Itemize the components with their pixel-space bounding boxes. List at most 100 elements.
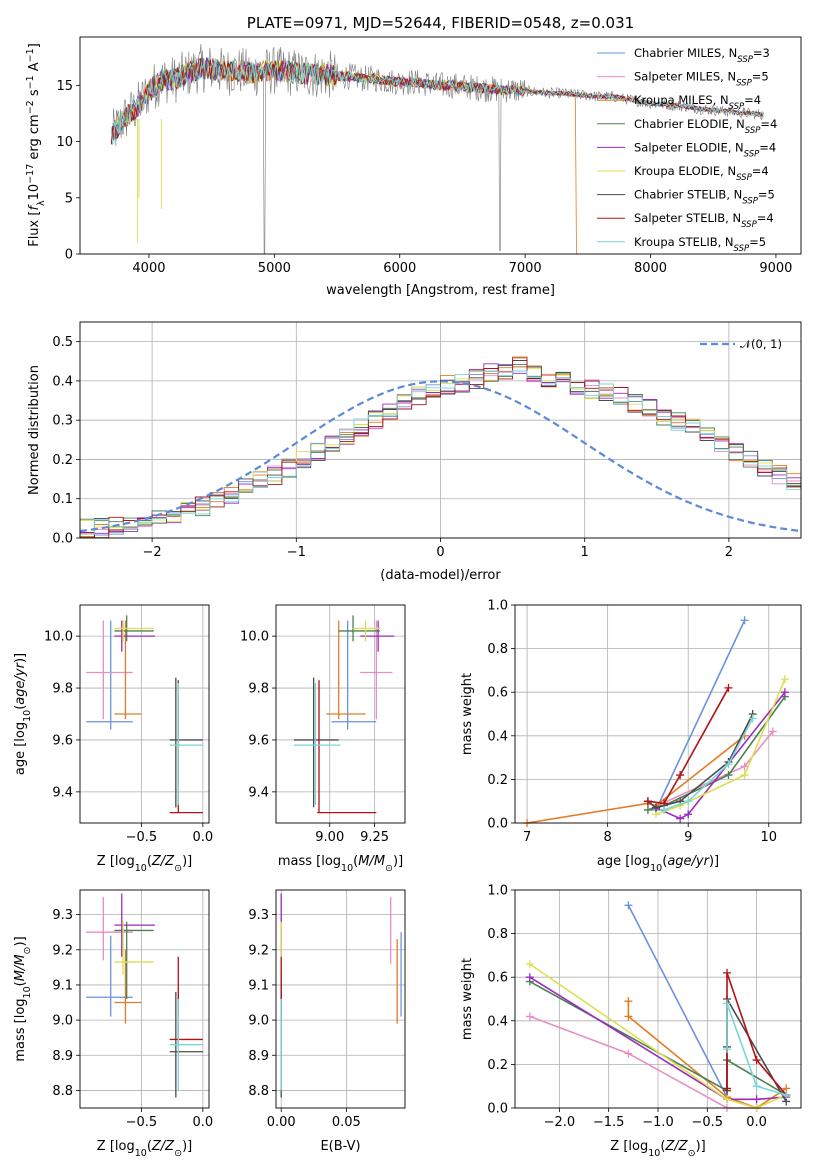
legend-label: Kroupa MILES, NSSP=4	[634, 93, 761, 112]
marker-plus	[724, 771, 733, 780]
mass-weight-line-0	[655, 619, 746, 811]
x-axis-label: E(B-V)	[320, 1139, 360, 1154]
mass-weight-line-4	[655, 691, 786, 820]
y-tick-label: 9.2	[52, 943, 73, 958]
gaussian-curve	[79, 380, 802, 533]
x-tick-label: 7	[523, 830, 531, 845]
marker-plus	[624, 901, 633, 910]
marker-plus	[780, 675, 789, 684]
y-tick-label: 1.0	[487, 599, 508, 614]
marker-plus	[676, 771, 685, 780]
marker-plus	[740, 771, 749, 780]
y-tick-label: 9.8	[248, 682, 269, 697]
legend-label: Chabrier ELODIE, NSSP=4	[634, 117, 777, 136]
y-tick-label: 0.1	[52, 492, 73, 507]
x-tick-label: 8	[604, 830, 612, 845]
marker-plus	[624, 997, 633, 1006]
x-tick-label: 9000	[759, 261, 792, 276]
y-tick-label: 10.0	[240, 630, 269, 645]
mass-weight-line-7	[647, 687, 730, 805]
panel-age-vs-Z: −0.5 0.0 9.4 9.6 9.8 10.0 Z [log10(Z/Z⊙)] age […	[13, 604, 213, 874]
y-tick-label: 9.6	[52, 733, 73, 748]
y-axis-label: mass weight	[460, 958, 475, 1040]
x-tick-label: 9.00	[315, 830, 344, 845]
x-tick-label: 9	[684, 830, 692, 845]
x-tick-label: −1.0	[642, 1115, 674, 1130]
marker-plus	[676, 814, 685, 823]
x-tick-label: −2.0	[544, 1115, 576, 1130]
y-tick-label: 8.8	[52, 1084, 73, 1099]
marker-plus	[643, 805, 652, 814]
x-tick-label: 2	[725, 545, 733, 560]
marker-plus	[525, 973, 534, 982]
x-tick-label: 0.0	[746, 1115, 767, 1130]
panel-spectrum: 4000 5000 6000 7000 8000 9000 0 5 10 15 PLATE=0971…	[25, 14, 802, 298]
marker-plus	[723, 999, 732, 1008]
y-axis-label: mass [log10(M/M⊙)]	[13, 936, 33, 1061]
y-tick-label: 0.0	[487, 817, 508, 832]
panel-mass-vs-EBV: 0.00 0.05 8.8 8.9 9.0 9.1 9.2 9.3 E(B-V)	[248, 889, 406, 1154]
marker-plus	[525, 960, 534, 969]
marker-plus	[752, 1082, 761, 1091]
marker-plus	[723, 968, 732, 977]
y-tick-label: 0.6	[487, 971, 508, 986]
x-tick-label: −1.5	[593, 1115, 625, 1130]
y-tick-label: 8.9	[248, 1049, 269, 1064]
y-axis-label: Flux [fλ10−17 erg cm−2 s−1 A−1]	[25, 43, 47, 247]
y-tick-label: 8.9	[52, 1049, 73, 1064]
marker-plus	[748, 714, 757, 723]
axes-frame	[275, 889, 406, 1109]
legend-label: Chabrier MILES, NSSP=3	[634, 46, 770, 65]
y-axis-label: Normed distribution	[27, 365, 42, 495]
histogram-series-7	[79, 357, 802, 539]
y-tick-label: 0.5	[52, 335, 73, 350]
mass-weight-line-3	[647, 696, 786, 811]
histogram-series-8	[79, 370, 802, 538]
y-tick-label: 0.0	[487, 1102, 508, 1117]
mass-weight-line-8	[726, 1003, 787, 1096]
x-tick-label: 0.0	[193, 1115, 214, 1130]
legend-label: Salpeter ELODIE, NSSP=4	[634, 140, 776, 159]
x-axis-label: (data-model)/error	[380, 568, 501, 583]
y-tick-label: 9.4	[248, 785, 269, 800]
x-tick-label: −0.5	[692, 1115, 724, 1130]
y-tick-label: 9.1	[52, 978, 73, 993]
y-tick-label: 9.1	[248, 978, 269, 993]
y-tick-label: 0.6	[487, 686, 508, 701]
model-spectrum-8	[110, 58, 764, 145]
marker-plus	[723, 1084, 732, 1093]
y-axis-label: mass weight	[460, 673, 475, 755]
legend-label: Kroupa STELIB, NSSP=5	[634, 235, 766, 254]
x-tick-label: −0.5	[126, 830, 158, 845]
x-tick-label: 4000	[132, 261, 165, 276]
x-tick-label: 8000	[634, 261, 667, 276]
y-tick-label: 0.8	[487, 642, 508, 657]
y-tick-label: 5	[65, 191, 73, 206]
mass-weight-line-5	[529, 963, 787, 1109]
x-axis-label: mass [log10(M/M⊙)]	[278, 854, 403, 874]
y-tick-label: 9.3	[52, 908, 73, 923]
x-tick-label: 0.05	[332, 1115, 361, 1130]
marker-plus	[752, 1056, 761, 1065]
x-tick-label: 0	[436, 545, 444, 560]
marker-plus	[740, 762, 749, 771]
x-tick-label: 1	[581, 545, 589, 560]
x-axis-label: age [log10(age/yr)]	[597, 854, 719, 874]
axes-frame	[514, 889, 802, 1109]
panel-mass-vs-Z: −0.5 0.0 8.8 8.9 9.0 9.1 9.2 9.3 Z [log10(Z/Z⊙)]…	[13, 889, 214, 1159]
x-tick-label: −2	[143, 545, 162, 560]
marker-plus	[724, 760, 733, 769]
y-tick-label: 9.0	[248, 1014, 269, 1029]
y-tick-label: 10	[56, 135, 73, 150]
axes-frame	[79, 36, 802, 255]
y-tick-label: 0.0	[52, 532, 73, 547]
mass-weight-line-5	[655, 678, 786, 816]
legend-label: Chabrier STELIB, NSSP=5	[634, 188, 775, 207]
panel-residuals: −2 −1 0 1 2 0.0 0.1 0.2 0.3 0.4 0.5 (data-model)/er…	[27, 321, 802, 583]
panel-massweight-vs-Z: −2.0 −1.5 −1.0 −0.5 0.0 0.0 0.2 0.4 0.6 0.8 1.0 Z […	[460, 884, 802, 1159]
axes-frame	[79, 889, 210, 1109]
x-axis-label: Z [log10(Z/Z⊙)]	[97, 854, 192, 874]
y-tick-label: 9.8	[52, 682, 73, 697]
marker-plus	[651, 803, 660, 812]
marker-plus	[740, 616, 749, 625]
